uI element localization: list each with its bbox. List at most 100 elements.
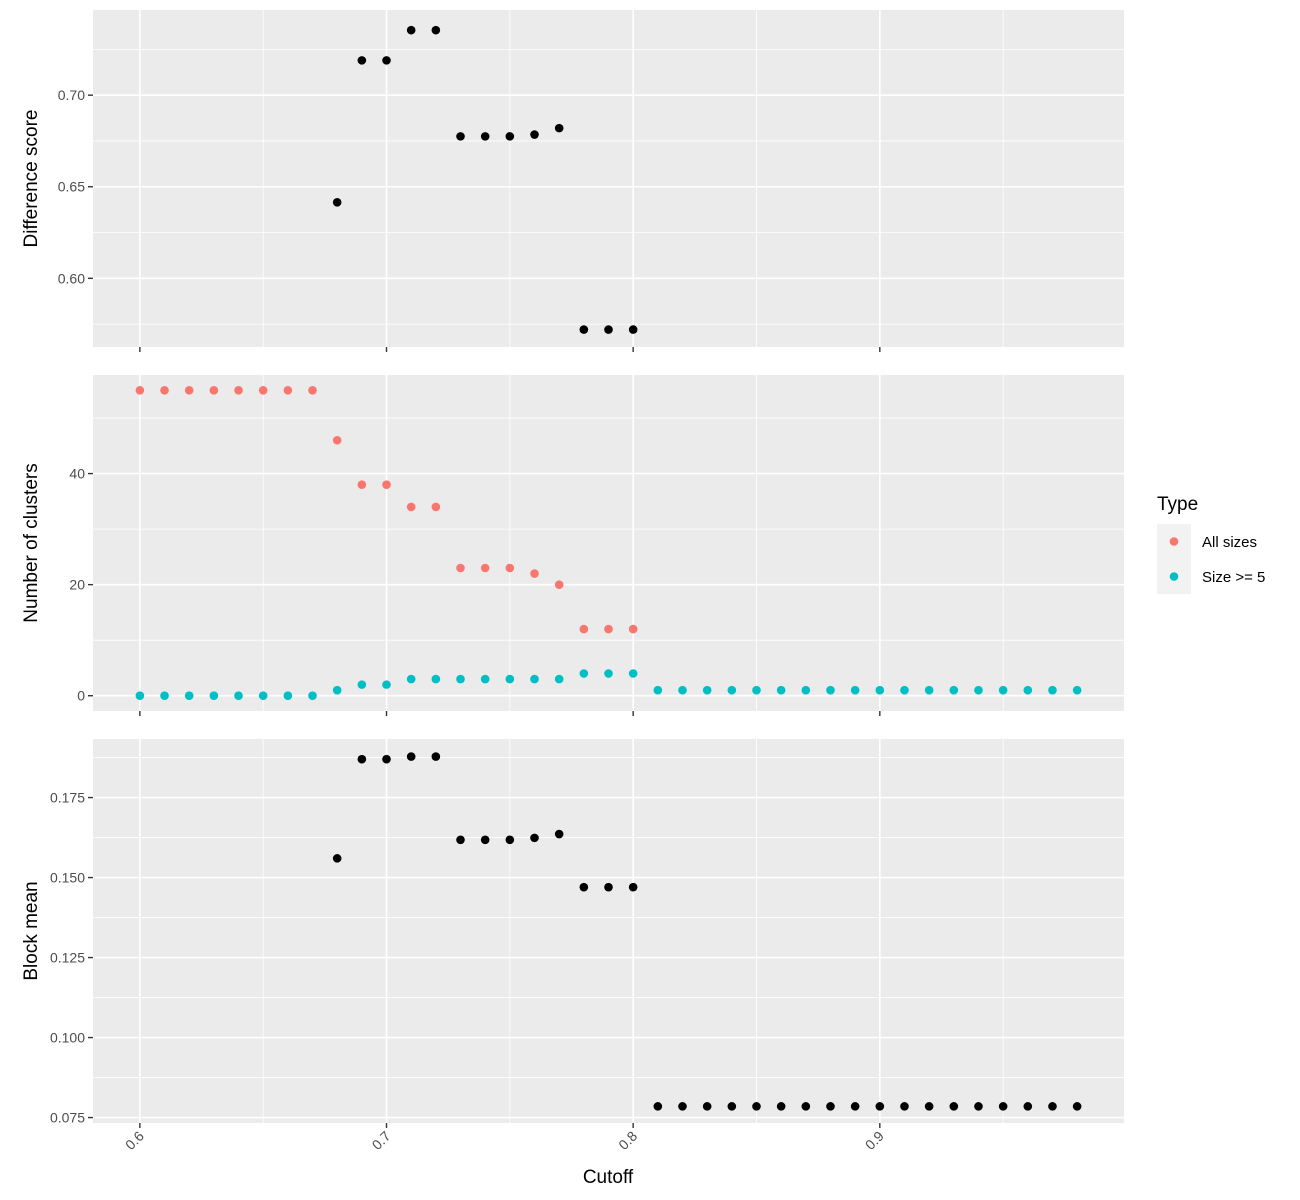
- x-tick-label: 0.7: [369, 1128, 394, 1153]
- data-point: [456, 132, 465, 141]
- legend-entry: All sizes: [1157, 524, 1257, 559]
- data-point: [801, 685, 811, 695]
- data-point: [604, 325, 613, 334]
- data-point: [653, 685, 663, 695]
- data-point: [209, 691, 219, 701]
- data-point: [678, 685, 687, 695]
- data-point: [456, 563, 465, 573]
- data-point: [480, 563, 490, 573]
- y-tick-label: 0.100: [50, 1030, 85, 1046]
- panel-1: 0.60 0.65 0.70 Difference score: [21, 10, 1124, 352]
- data-point: [308, 385, 317, 395]
- y-tick-label: 0.70: [58, 87, 85, 103]
- data-point: [1023, 685, 1033, 695]
- data-point: [801, 1102, 811, 1111]
- data-point: [406, 502, 416, 512]
- data-point: [258, 385, 268, 395]
- data-point: [604, 882, 613, 892]
- data-point: [875, 1102, 885, 1111]
- data-point: [850, 1102, 860, 1111]
- panels: 0.60 0.65 0.70 Difference score 0 20 40 Number …: [21, 10, 1124, 1128]
- x-axis-title: Cutoff: [583, 1167, 634, 1188]
- data-point: [850, 685, 860, 695]
- data-point: [209, 385, 219, 395]
- y-tick-label: 0.075: [50, 1110, 85, 1126]
- data-point: [456, 674, 465, 684]
- series-2: [135, 669, 1082, 701]
- data-point: [974, 685, 983, 695]
- data-point: [382, 680, 391, 689]
- legend-label: Size >= 5: [1202, 569, 1265, 586]
- data-point: [1048, 1102, 1057, 1111]
- data-point: [431, 752, 441, 761]
- data-point: [283, 385, 293, 395]
- data-point: [678, 1102, 687, 1111]
- legend-marker: [1169, 537, 1179, 546]
- y-tick-label: 0.60: [58, 270, 85, 286]
- data-point: [357, 480, 367, 489]
- data-point: [382, 56, 391, 65]
- legend-entry: Size >= 5: [1157, 559, 1265, 594]
- data-point: [135, 691, 145, 701]
- data-point: [900, 685, 909, 695]
- y-tick-label: 0.150: [50, 870, 85, 886]
- data-point: [382, 754, 391, 764]
- legend-title: Type: [1157, 494, 1198, 515]
- data-point: [554, 580, 564, 589]
- data-point: [604, 624, 613, 634]
- panel-background: [93, 10, 1124, 347]
- data-point: [554, 674, 564, 684]
- data-point: [1072, 685, 1082, 695]
- data-point: [406, 752, 416, 761]
- legend-entries: All sizes Size >= 5: [1157, 524, 1265, 594]
- series-1: [332, 752, 1082, 1111]
- data-point: [530, 569, 539, 578]
- data-point: [776, 685, 786, 695]
- data-point: [1023, 1102, 1033, 1111]
- data-point: [579, 325, 589, 334]
- data-point: [924, 1102, 934, 1111]
- y-axis-title: Number of clusters: [21, 463, 42, 622]
- data-point: [579, 882, 589, 892]
- data-point: [628, 669, 638, 678]
- data-point: [234, 385, 243, 395]
- data-point: [702, 685, 712, 695]
- data-point: [826, 685, 835, 695]
- panel-3: 0.075 0.100 0.125 0.150 0.175 Block mean: [21, 739, 1124, 1128]
- data-point: [579, 669, 589, 678]
- y-tick-label: 0: [77, 688, 85, 704]
- x-axis: 0.6 0.7 0.8 0.9: [122, 1128, 887, 1153]
- data-point: [1048, 685, 1057, 695]
- data-point: [900, 1102, 909, 1111]
- data-point: [135, 385, 145, 395]
- data-point: [554, 829, 564, 839]
- data-point: [184, 385, 194, 395]
- data-point: [332, 435, 342, 445]
- data-point: [480, 835, 490, 845]
- data-point: [776, 1102, 786, 1111]
- y-axis-title: Difference score: [21, 110, 42, 248]
- data-point: [924, 685, 934, 695]
- data-point: [505, 674, 515, 684]
- panel-2: 0 20 40 Number of clusters: [21, 375, 1124, 716]
- data-point: [431, 674, 441, 684]
- data-point: [702, 1102, 712, 1111]
- panel-background: [93, 375, 1124, 711]
- x-tick-label: 0.6: [122, 1128, 147, 1153]
- y-tick-label: 20: [69, 577, 85, 593]
- y-axis-title: Block mean: [21, 881, 42, 980]
- data-point: [826, 1102, 835, 1111]
- y-tick-label: 40: [69, 466, 85, 482]
- series-1: [135, 385, 638, 634]
- data-point: [382, 480, 391, 489]
- data-point: [998, 685, 1008, 695]
- legend: Type All sizes Size >= 5: [1157, 494, 1265, 594]
- data-point: [480, 674, 490, 684]
- data-point: [308, 691, 317, 701]
- data-point: [628, 882, 638, 892]
- legend-marker: [1169, 572, 1179, 581]
- data-point: [579, 624, 589, 634]
- y-tick-label: 0.65: [58, 179, 85, 195]
- panel-background: [93, 739, 1124, 1123]
- data-point: [949, 685, 959, 695]
